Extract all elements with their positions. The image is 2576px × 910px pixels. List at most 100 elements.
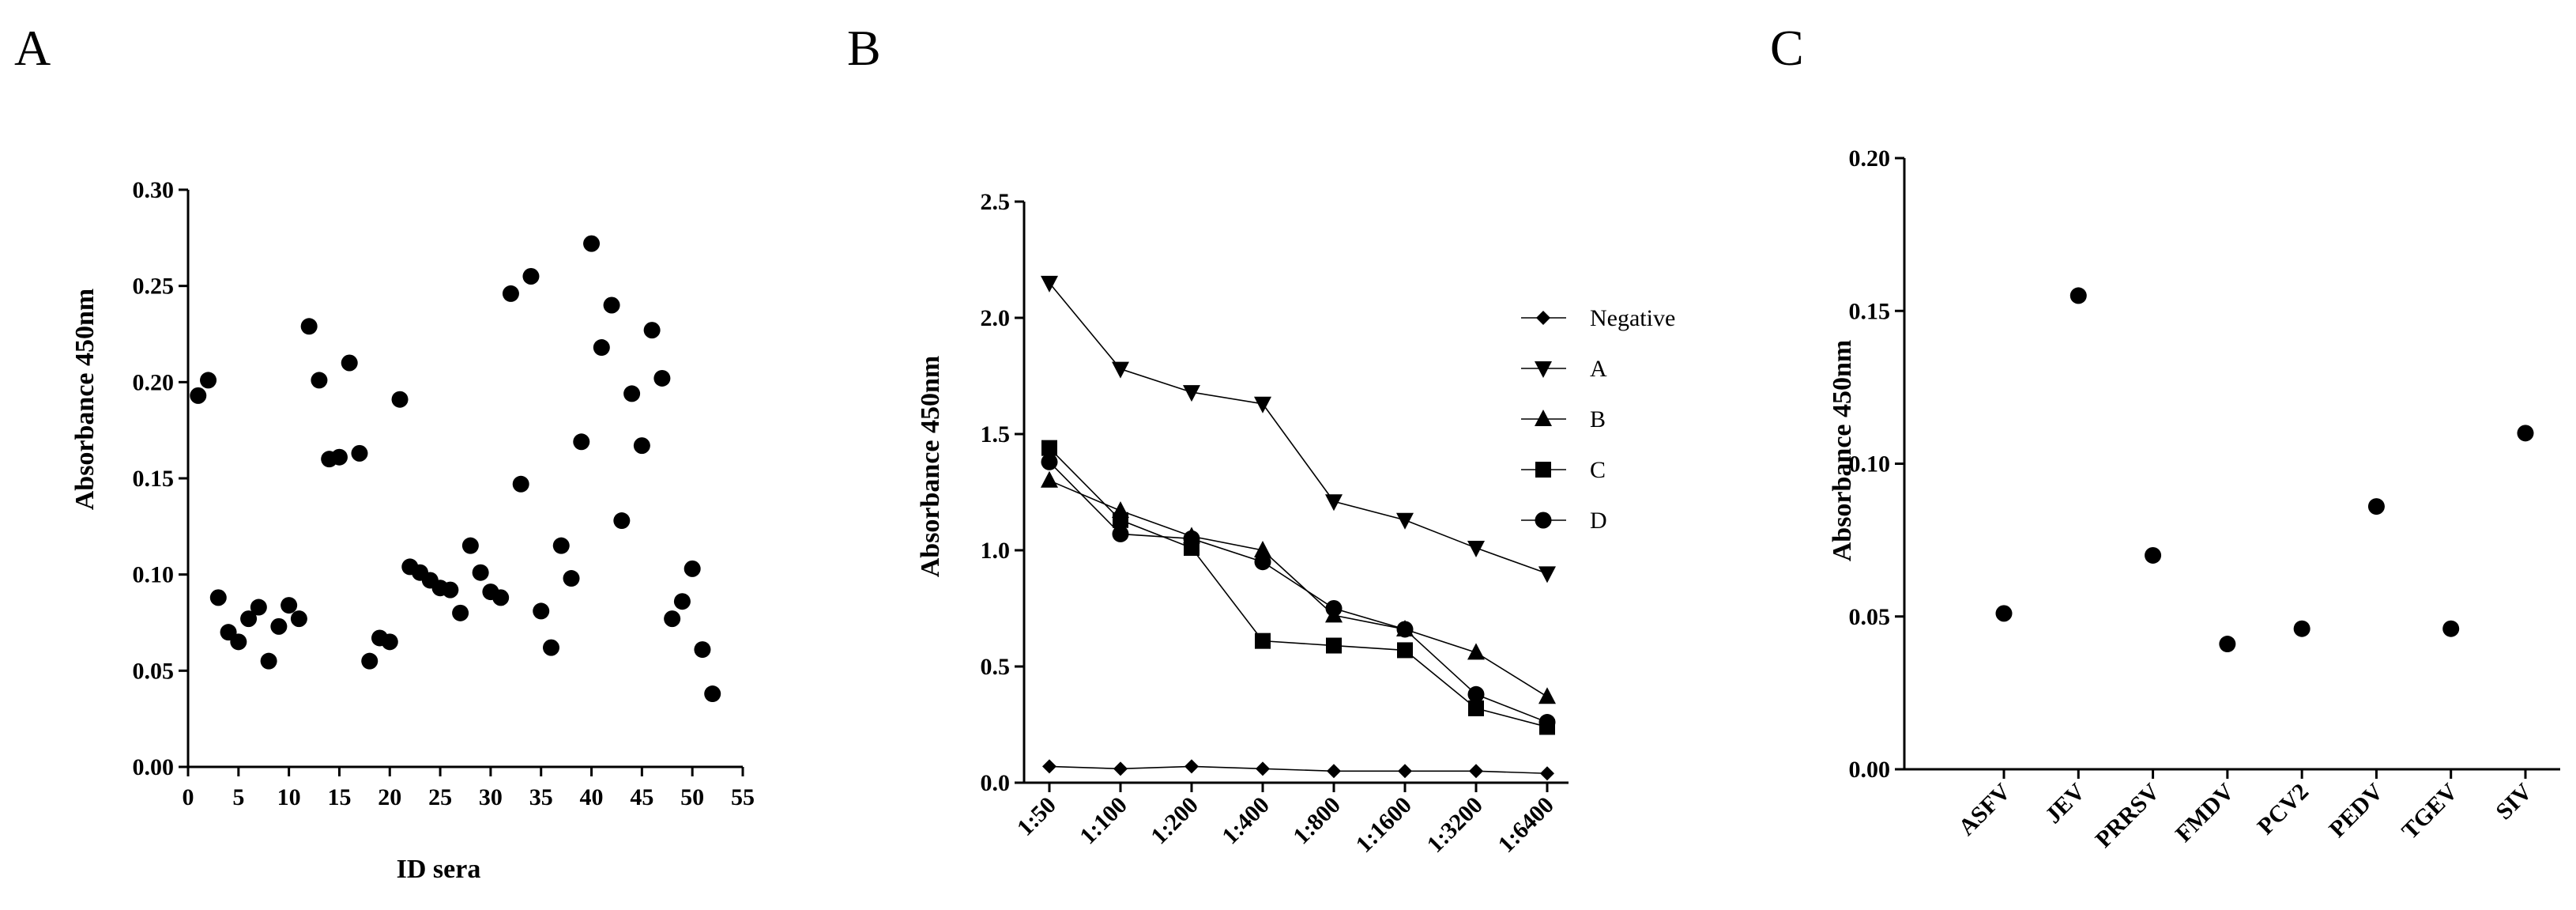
panel-a-data-point	[512, 475, 529, 493]
panel-a-data-point	[704, 685, 721, 703]
panel-b-data-point	[1041, 275, 1058, 293]
panel-a-data-point	[381, 633, 398, 651]
panel-c-x-tick-label: TGEV	[2397, 778, 2463, 844]
panel-a-data-point	[552, 537, 570, 554]
panel-b-legend-marker	[1535, 361, 1552, 378]
panel-a-data-point	[603, 296, 620, 314]
panel-c-data-point	[2219, 636, 2236, 653]
panel-b-x-tick-label: 1:800	[1288, 792, 1346, 850]
panel-a-data-point	[633, 437, 650, 455]
panel-a-data-point	[492, 589, 510, 606]
panel-a-data-point	[542, 639, 559, 656]
panel-a-data-point	[230, 633, 247, 651]
panel-b-y-tick-label: 1.0	[981, 538, 1011, 564]
panel-a-x-tick-label: 35	[529, 784, 553, 810]
panel-a-y-tick-label: 0.05	[133, 658, 175, 684]
panel-a-data-point	[673, 593, 691, 610]
panel-b-data-point	[1113, 761, 1128, 776]
panel-b-series-line	[1049, 765, 1548, 775]
panel-a-x-tick-label: 40	[580, 784, 604, 810]
panel-a: A ID sera Absorbance 450nm 0.00 0.05 0.10 0…	[14, 20, 755, 884]
panel-a-data-point	[563, 570, 580, 587]
panel-b-legend-label: Negative	[1590, 305, 1675, 331]
panel-a-data-point	[442, 581, 459, 598]
panel-a-data-point	[281, 597, 298, 614]
panel-b-data-point	[1468, 700, 1484, 716]
panel-c: C Absorbance 450nm 0.00 0.05 0.10 0.15 0.20 A…	[1770, 20, 2560, 853]
panel-a-data-point	[583, 235, 601, 252]
panel-b-series-line	[1049, 480, 1548, 697]
panel-a-data-point	[452, 604, 469, 621]
panel-a-data-point	[461, 537, 479, 554]
panel-a-letter: A	[14, 20, 51, 76]
panel-b-x-tick-label: 1:50	[1012, 792, 1061, 841]
panel-b-x-tick-label: 1:3200	[1422, 792, 1488, 858]
panel-b-data-point	[1327, 764, 1341, 779]
panel-a-data-point	[200, 372, 217, 389]
panel-c-x-tick-label: SIV	[2491, 778, 2537, 825]
panel-b-data-point	[1540, 766, 1554, 781]
panel-b-data-point	[1325, 600, 1343, 617]
panel-c-letter: C	[1770, 20, 1804, 76]
panel-b-data-point	[1538, 687, 1556, 704]
panel-c-data-point	[2442, 620, 2460, 637]
panel-b-x-tick-label: 1:1600	[1351, 792, 1417, 858]
panel-a-data-point	[260, 652, 277, 670]
panel-a-data-point	[290, 610, 307, 628]
panel-b-data-point	[1397, 642, 1413, 659]
panel-c-data-point	[2293, 620, 2310, 637]
panel-b-data-point	[1467, 643, 1485, 660]
panel-a-x-tick-label: 25	[428, 784, 452, 810]
panel-c-data-point	[2145, 546, 2162, 564]
panel-a-x-tick-label: 10	[277, 784, 301, 810]
panel-b-data-point	[1042, 759, 1056, 774]
panel-b-data-point	[1254, 553, 1271, 571]
panel-c-y-tick-label: 0.15	[1849, 298, 1891, 324]
panel-b-data-point	[1184, 759, 1199, 774]
panel-c-y-tick-label: 0.00	[1849, 757, 1891, 783]
panel-a-x-tick-label: 15	[327, 784, 351, 810]
panel-b-data-point	[1113, 512, 1128, 528]
panel-a-y-tick-label: 0.15	[133, 466, 175, 492]
panel-a-data-point	[573, 433, 590, 451]
panel-b-data-point	[1396, 512, 1414, 530]
panel-a-data-point	[502, 285, 519, 302]
panel-c-data-point	[2069, 287, 2087, 304]
panel-c-x-tick-label: JEV	[2040, 778, 2091, 829]
panel-a-y-tick-label: 0.25	[133, 274, 175, 300]
panel-b-x-tick-label: 1:100	[1075, 792, 1132, 850]
panel-a-y-tick-label: 0.10	[133, 562, 175, 588]
panel-b-data-point	[1398, 764, 1412, 779]
panel-b-x-tick-label: 1:400	[1217, 792, 1275, 850]
panel-a-data-point	[593, 339, 610, 357]
panel-a-data-point	[472, 564, 489, 581]
panel-b-data-point	[1256, 761, 1270, 776]
panel-b-y-tick-label: 2.5	[981, 189, 1011, 215]
panel-c-x-tick-label: PRRSV	[2090, 778, 2164, 852]
panel-a-y-tick-label: 0.00	[133, 754, 175, 780]
panel-b-x-tick-label: 1:200	[1146, 792, 1203, 850]
panel-a-x-tick-label: 50	[680, 784, 704, 810]
panel-b-y-axis-title: Absorbance 450nm	[916, 356, 945, 578]
panel-b-legend-marker	[1535, 462, 1551, 478]
panel-a-x-tick-label: 20	[378, 784, 401, 810]
panel-b-series-line	[1049, 447, 1548, 728]
panel-b-y-tick-label: 1.5	[981, 421, 1011, 447]
panel-b-data-point	[1183, 530, 1200, 547]
panel-b-data-point	[1254, 396, 1271, 413]
panel-b-data-point	[1469, 764, 1483, 779]
panel-b-data-point	[1254, 541, 1271, 557]
panel-c-y-tick-label: 0.20	[1849, 145, 1891, 172]
panel-b-data-point	[1041, 470, 1058, 488]
panel-a-x-tick-label: 45	[630, 784, 653, 810]
panel-b-legend-label: A	[1590, 356, 1607, 382]
panel-a-data-point	[522, 268, 540, 285]
panel-a-data-point	[684, 560, 701, 577]
panel-a-data-point	[613, 512, 631, 530]
panel-b-series-line	[1049, 282, 1548, 575]
panel-b-legend-marker	[1536, 311, 1550, 325]
panel-a-data-point	[341, 354, 358, 372]
panel-b-data-point	[1041, 453, 1058, 470]
panel-a-data-point	[190, 387, 207, 404]
panel-a-x-tick-label: 0	[183, 784, 194, 810]
